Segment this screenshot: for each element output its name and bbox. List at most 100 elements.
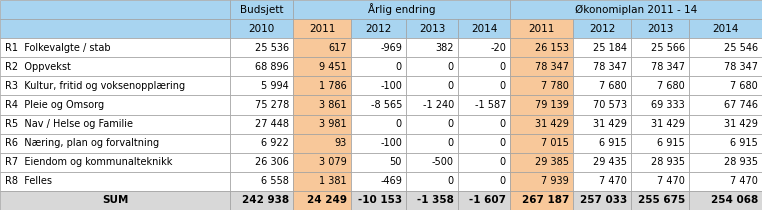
Bar — [631, 38, 689, 57]
Text: 31 429: 31 429 — [593, 119, 627, 129]
Text: 69 333: 69 333 — [652, 100, 685, 110]
Bar — [351, 96, 406, 114]
Bar — [230, 57, 293, 76]
Text: 6 915: 6 915 — [658, 138, 685, 148]
Text: 79 139: 79 139 — [535, 100, 569, 110]
Text: R6  Næring, plan og forvaltning: R6 Næring, plan og forvaltning — [5, 138, 159, 148]
Text: 2014: 2014 — [712, 24, 738, 34]
Text: 6 915: 6 915 — [730, 138, 758, 148]
Bar — [0, 114, 230, 134]
Text: R5  Nav / Helse og Familie: R5 Nav / Helse og Familie — [5, 119, 133, 129]
Bar — [510, 76, 573, 96]
Text: R1  Folkevalgte / stab: R1 Folkevalgte / stab — [5, 43, 110, 53]
Text: -1 587: -1 587 — [475, 100, 506, 110]
Text: R8  Felles: R8 Felles — [5, 176, 52, 186]
Bar — [631, 57, 689, 76]
Text: 3 981: 3 981 — [319, 119, 347, 129]
Bar — [406, 38, 458, 57]
Text: 7 939: 7 939 — [541, 176, 569, 186]
Bar — [0, 38, 230, 57]
Bar — [573, 19, 631, 38]
Bar — [351, 38, 406, 57]
Text: 6 558: 6 558 — [261, 176, 289, 186]
Bar — [458, 172, 510, 191]
Bar — [230, 153, 293, 172]
Bar — [351, 172, 406, 191]
Text: 0: 0 — [396, 62, 402, 72]
Bar — [631, 134, 689, 153]
Text: 2013: 2013 — [419, 24, 445, 34]
Text: 1 381: 1 381 — [319, 176, 347, 186]
Text: 29 435: 29 435 — [593, 157, 627, 167]
Text: 31 429: 31 429 — [724, 119, 758, 129]
Text: 6 915: 6 915 — [599, 138, 627, 148]
Text: -500: -500 — [432, 157, 454, 167]
Text: 25 546: 25 546 — [724, 43, 758, 53]
Text: 7 680: 7 680 — [658, 81, 685, 91]
Bar — [351, 153, 406, 172]
Bar — [631, 191, 689, 210]
Text: 67 746: 67 746 — [724, 100, 758, 110]
Bar — [406, 19, 458, 38]
Text: 7 470: 7 470 — [599, 176, 627, 186]
Text: 7 470: 7 470 — [657, 176, 685, 186]
Bar — [689, 172, 762, 191]
Bar — [293, 191, 351, 210]
Text: -1 358: -1 358 — [417, 196, 454, 205]
Bar — [510, 38, 573, 57]
Bar — [0, 76, 230, 96]
Bar — [406, 57, 458, 76]
Bar — [573, 172, 631, 191]
Text: 2012: 2012 — [365, 24, 392, 34]
Bar — [0, 57, 230, 76]
Bar — [406, 172, 458, 191]
Text: 5 994: 5 994 — [261, 81, 289, 91]
Bar — [689, 38, 762, 57]
Text: -469: -469 — [380, 176, 402, 186]
Bar — [293, 172, 351, 191]
Text: 50: 50 — [389, 157, 402, 167]
Bar — [458, 153, 510, 172]
Text: 617: 617 — [328, 43, 347, 53]
Bar — [573, 38, 631, 57]
Text: 78 347: 78 347 — [651, 62, 685, 72]
Bar — [230, 172, 293, 191]
Bar — [351, 57, 406, 76]
Text: 28 935: 28 935 — [724, 157, 758, 167]
Bar — [689, 153, 762, 172]
Text: R4  Pleie og Omsorg: R4 Pleie og Omsorg — [5, 100, 104, 110]
Text: R7  Eiendom og kommunalteknikk: R7 Eiendom og kommunalteknikk — [5, 157, 172, 167]
Bar — [689, 191, 762, 210]
Text: 2012: 2012 — [589, 24, 615, 34]
Text: 2010: 2010 — [248, 24, 274, 34]
Bar — [230, 134, 293, 153]
Text: 25 184: 25 184 — [593, 43, 627, 53]
Text: 3 079: 3 079 — [319, 157, 347, 167]
Text: 70 573: 70 573 — [593, 100, 627, 110]
Bar — [351, 76, 406, 96]
Text: 6 922: 6 922 — [261, 138, 289, 148]
Text: 382: 382 — [436, 43, 454, 53]
Bar — [458, 96, 510, 114]
Bar — [631, 153, 689, 172]
Text: 93: 93 — [335, 138, 347, 148]
Bar — [458, 76, 510, 96]
Bar — [230, 19, 293, 38]
Bar — [689, 114, 762, 134]
Text: 9 451: 9 451 — [319, 62, 347, 72]
Bar — [293, 38, 351, 57]
Text: -8 565: -8 565 — [370, 100, 402, 110]
Text: 0: 0 — [500, 62, 506, 72]
Bar — [0, 153, 230, 172]
Bar — [293, 19, 351, 38]
Text: -10 153: -10 153 — [358, 196, 402, 205]
Text: -1 607: -1 607 — [469, 196, 506, 205]
Bar — [406, 96, 458, 114]
Text: 7 015: 7 015 — [541, 138, 569, 148]
Text: 0: 0 — [396, 119, 402, 129]
Text: 242 938: 242 938 — [242, 196, 289, 205]
Bar — [0, 172, 230, 191]
Text: 7 470: 7 470 — [730, 176, 758, 186]
Text: 0: 0 — [448, 81, 454, 91]
Bar — [0, 96, 230, 114]
